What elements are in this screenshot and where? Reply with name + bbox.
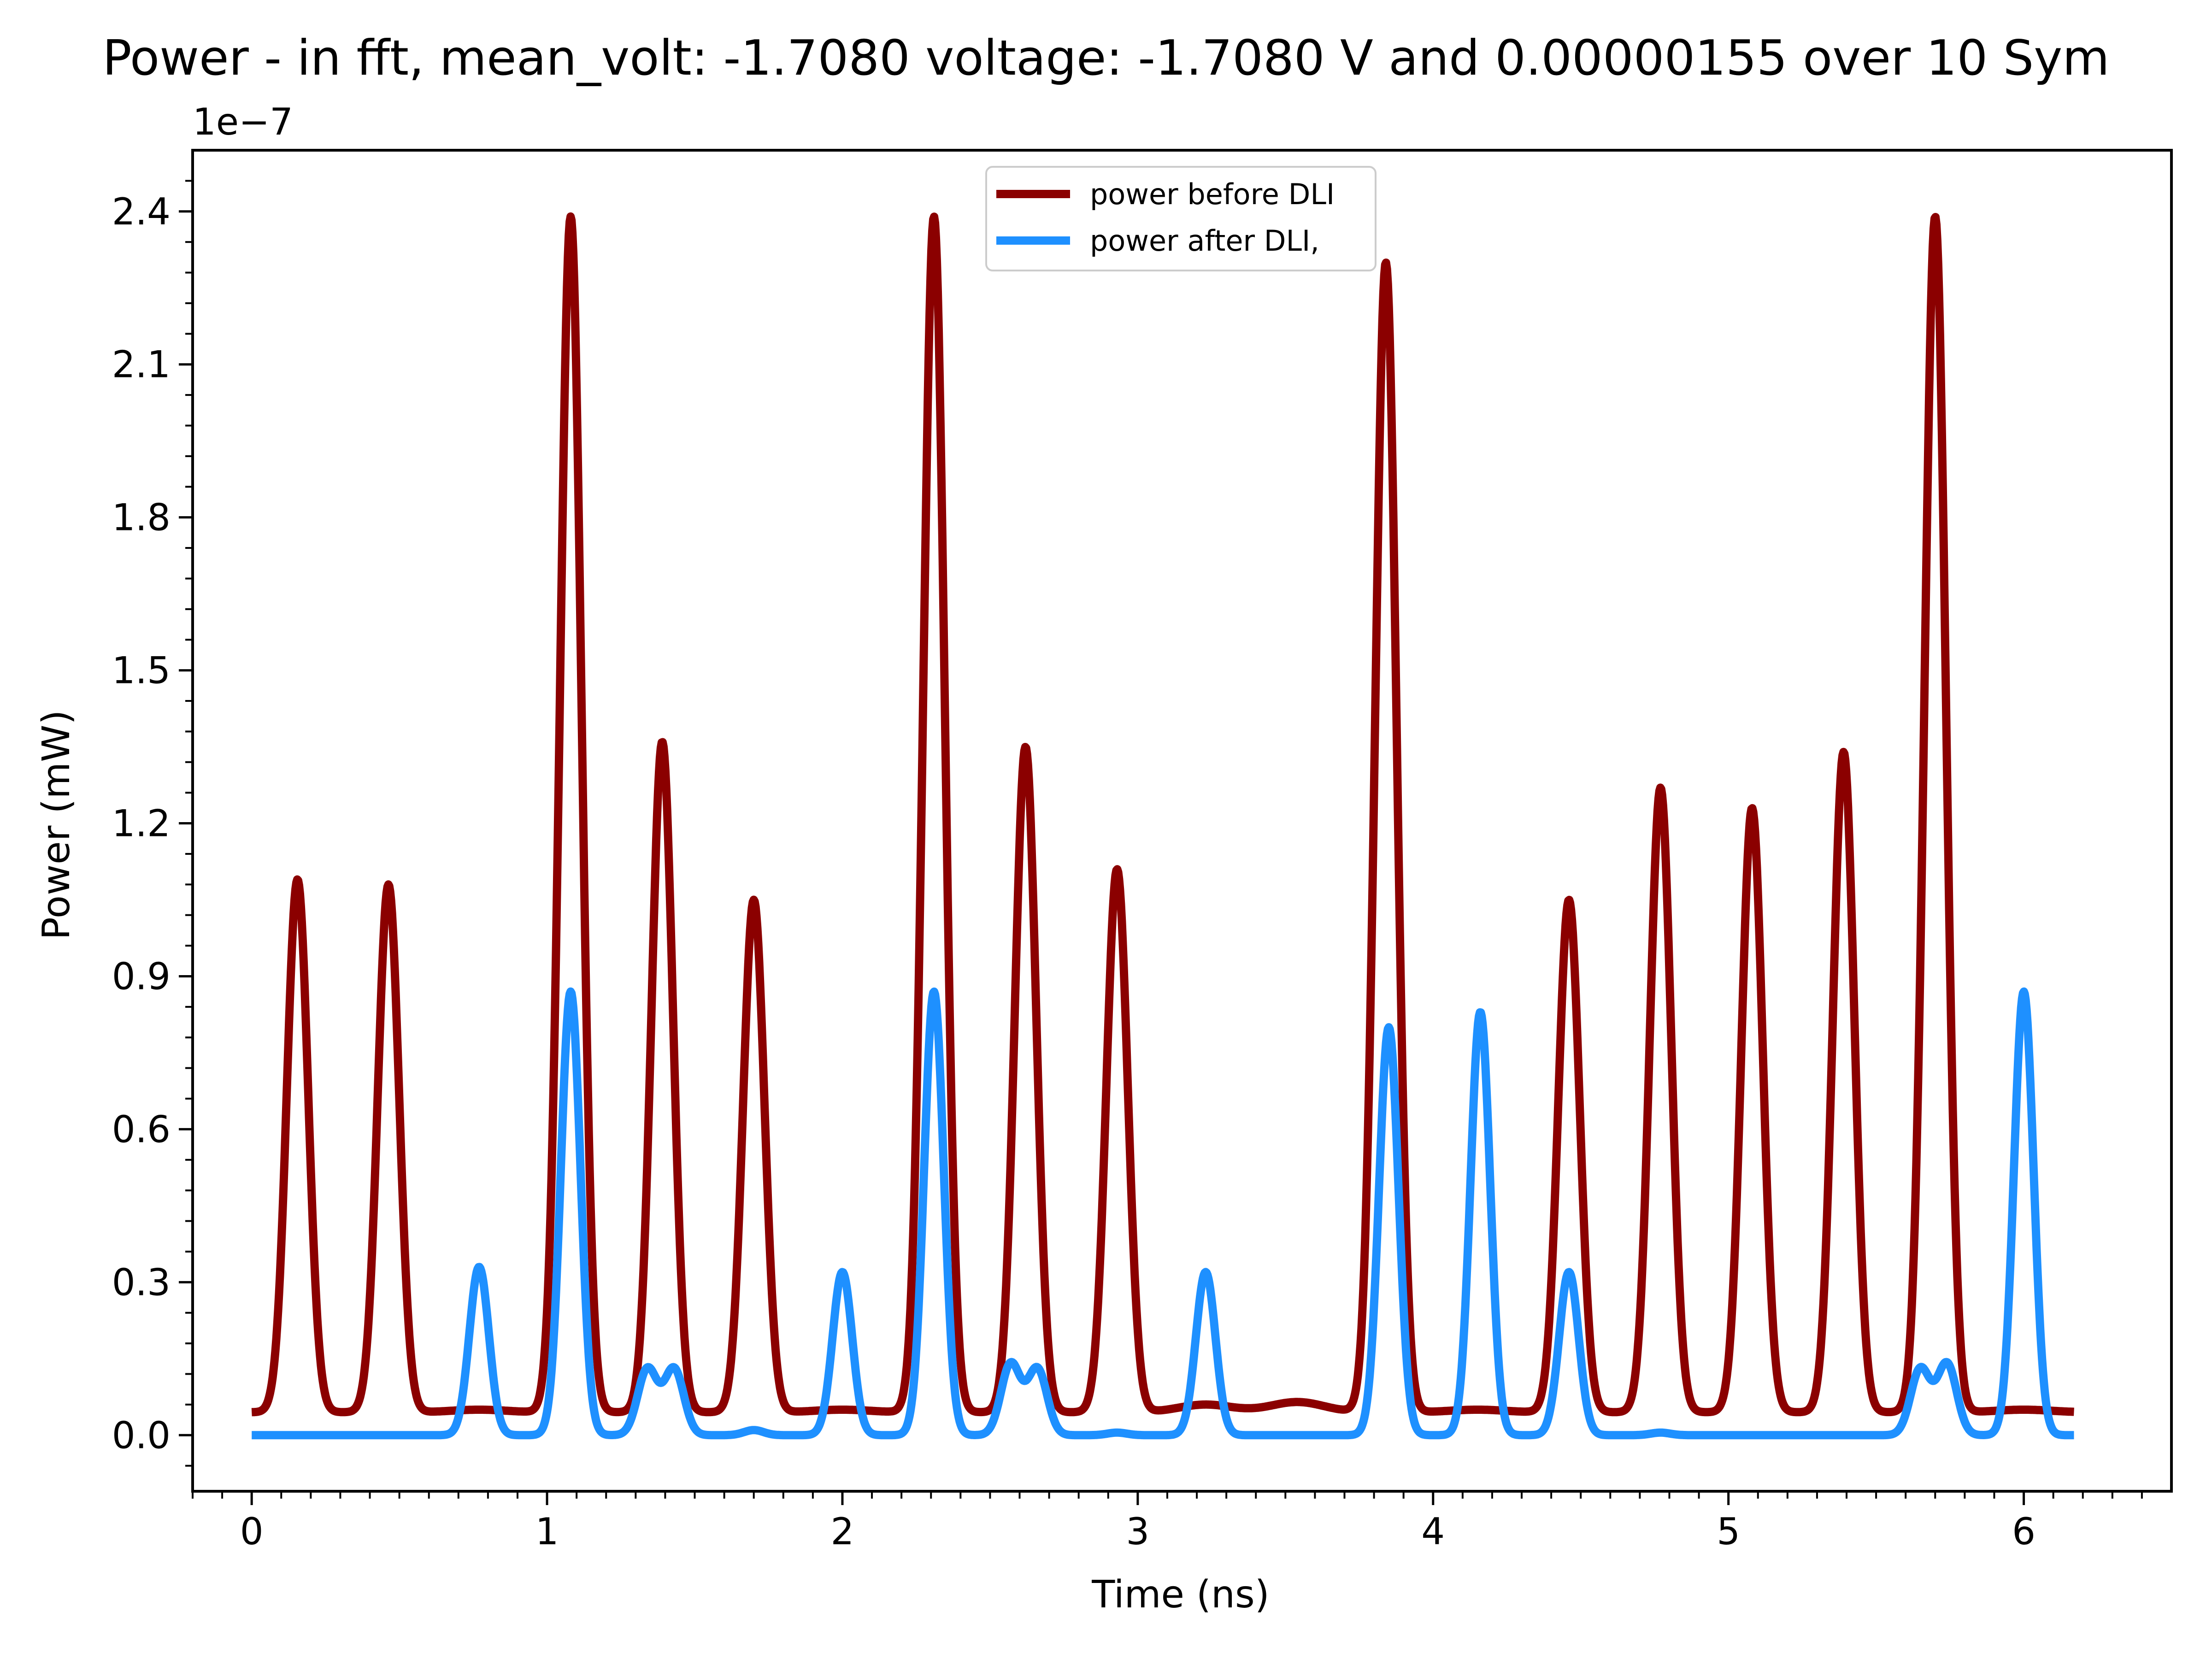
series-line-power-before-dli [248, 212, 2077, 1417]
y-tick-label: 1.8 [112, 496, 171, 539]
x-tick-label: 2 [831, 1510, 854, 1553]
x-tick-label: 6 [2012, 1510, 2036, 1553]
legend-label-after: power after DLI, [1090, 224, 1319, 258]
series-line-power-after-dli [248, 987, 2077, 1440]
y-tick-label: 2.4 [112, 190, 171, 233]
x-tick-label: 5 [1717, 1510, 1740, 1553]
plot-area [248, 212, 2077, 1440]
y-axis: 0.0 0.3 0.6 0.9 1.2 1.5 1.8 2.1 2.4 [112, 180, 193, 1467]
y-tick-label: 0.3 [112, 1261, 171, 1304]
x-axis-label: Time (ns) [1091, 1573, 1269, 1617]
x-tick-label: 4 [1421, 1510, 1445, 1553]
legend: power before DLI power after DLI, [985, 166, 1377, 271]
x-axis: 0 1 2 3 4 5 6 [192, 1491, 2143, 1553]
y-tick-label: 2.1 [112, 343, 171, 386]
y-tick-label: 0.0 [112, 1414, 171, 1457]
axes-frame [191, 149, 2173, 1493]
y-offset-label: 1e−7 [193, 100, 293, 143]
x-tick-label: 0 [240, 1510, 264, 1553]
y-tick-label: 0.6 [112, 1108, 171, 1151]
x-tick-label: 3 [1126, 1510, 1149, 1553]
x-tick-label: 1 [535, 1510, 559, 1553]
legend-label-before: power before DLI [1090, 177, 1335, 211]
y-axis-label: Power (mW) [35, 710, 78, 940]
y-tick-label: 1.2 [112, 802, 171, 845]
y-tick-label: 1.5 [112, 649, 171, 692]
y-tick-label: 0.9 [112, 955, 171, 998]
legend-box [985, 166, 1377, 271]
chart-title: Power - in fft, mean_volt: -1.7080 volta… [102, 30, 2109, 86]
